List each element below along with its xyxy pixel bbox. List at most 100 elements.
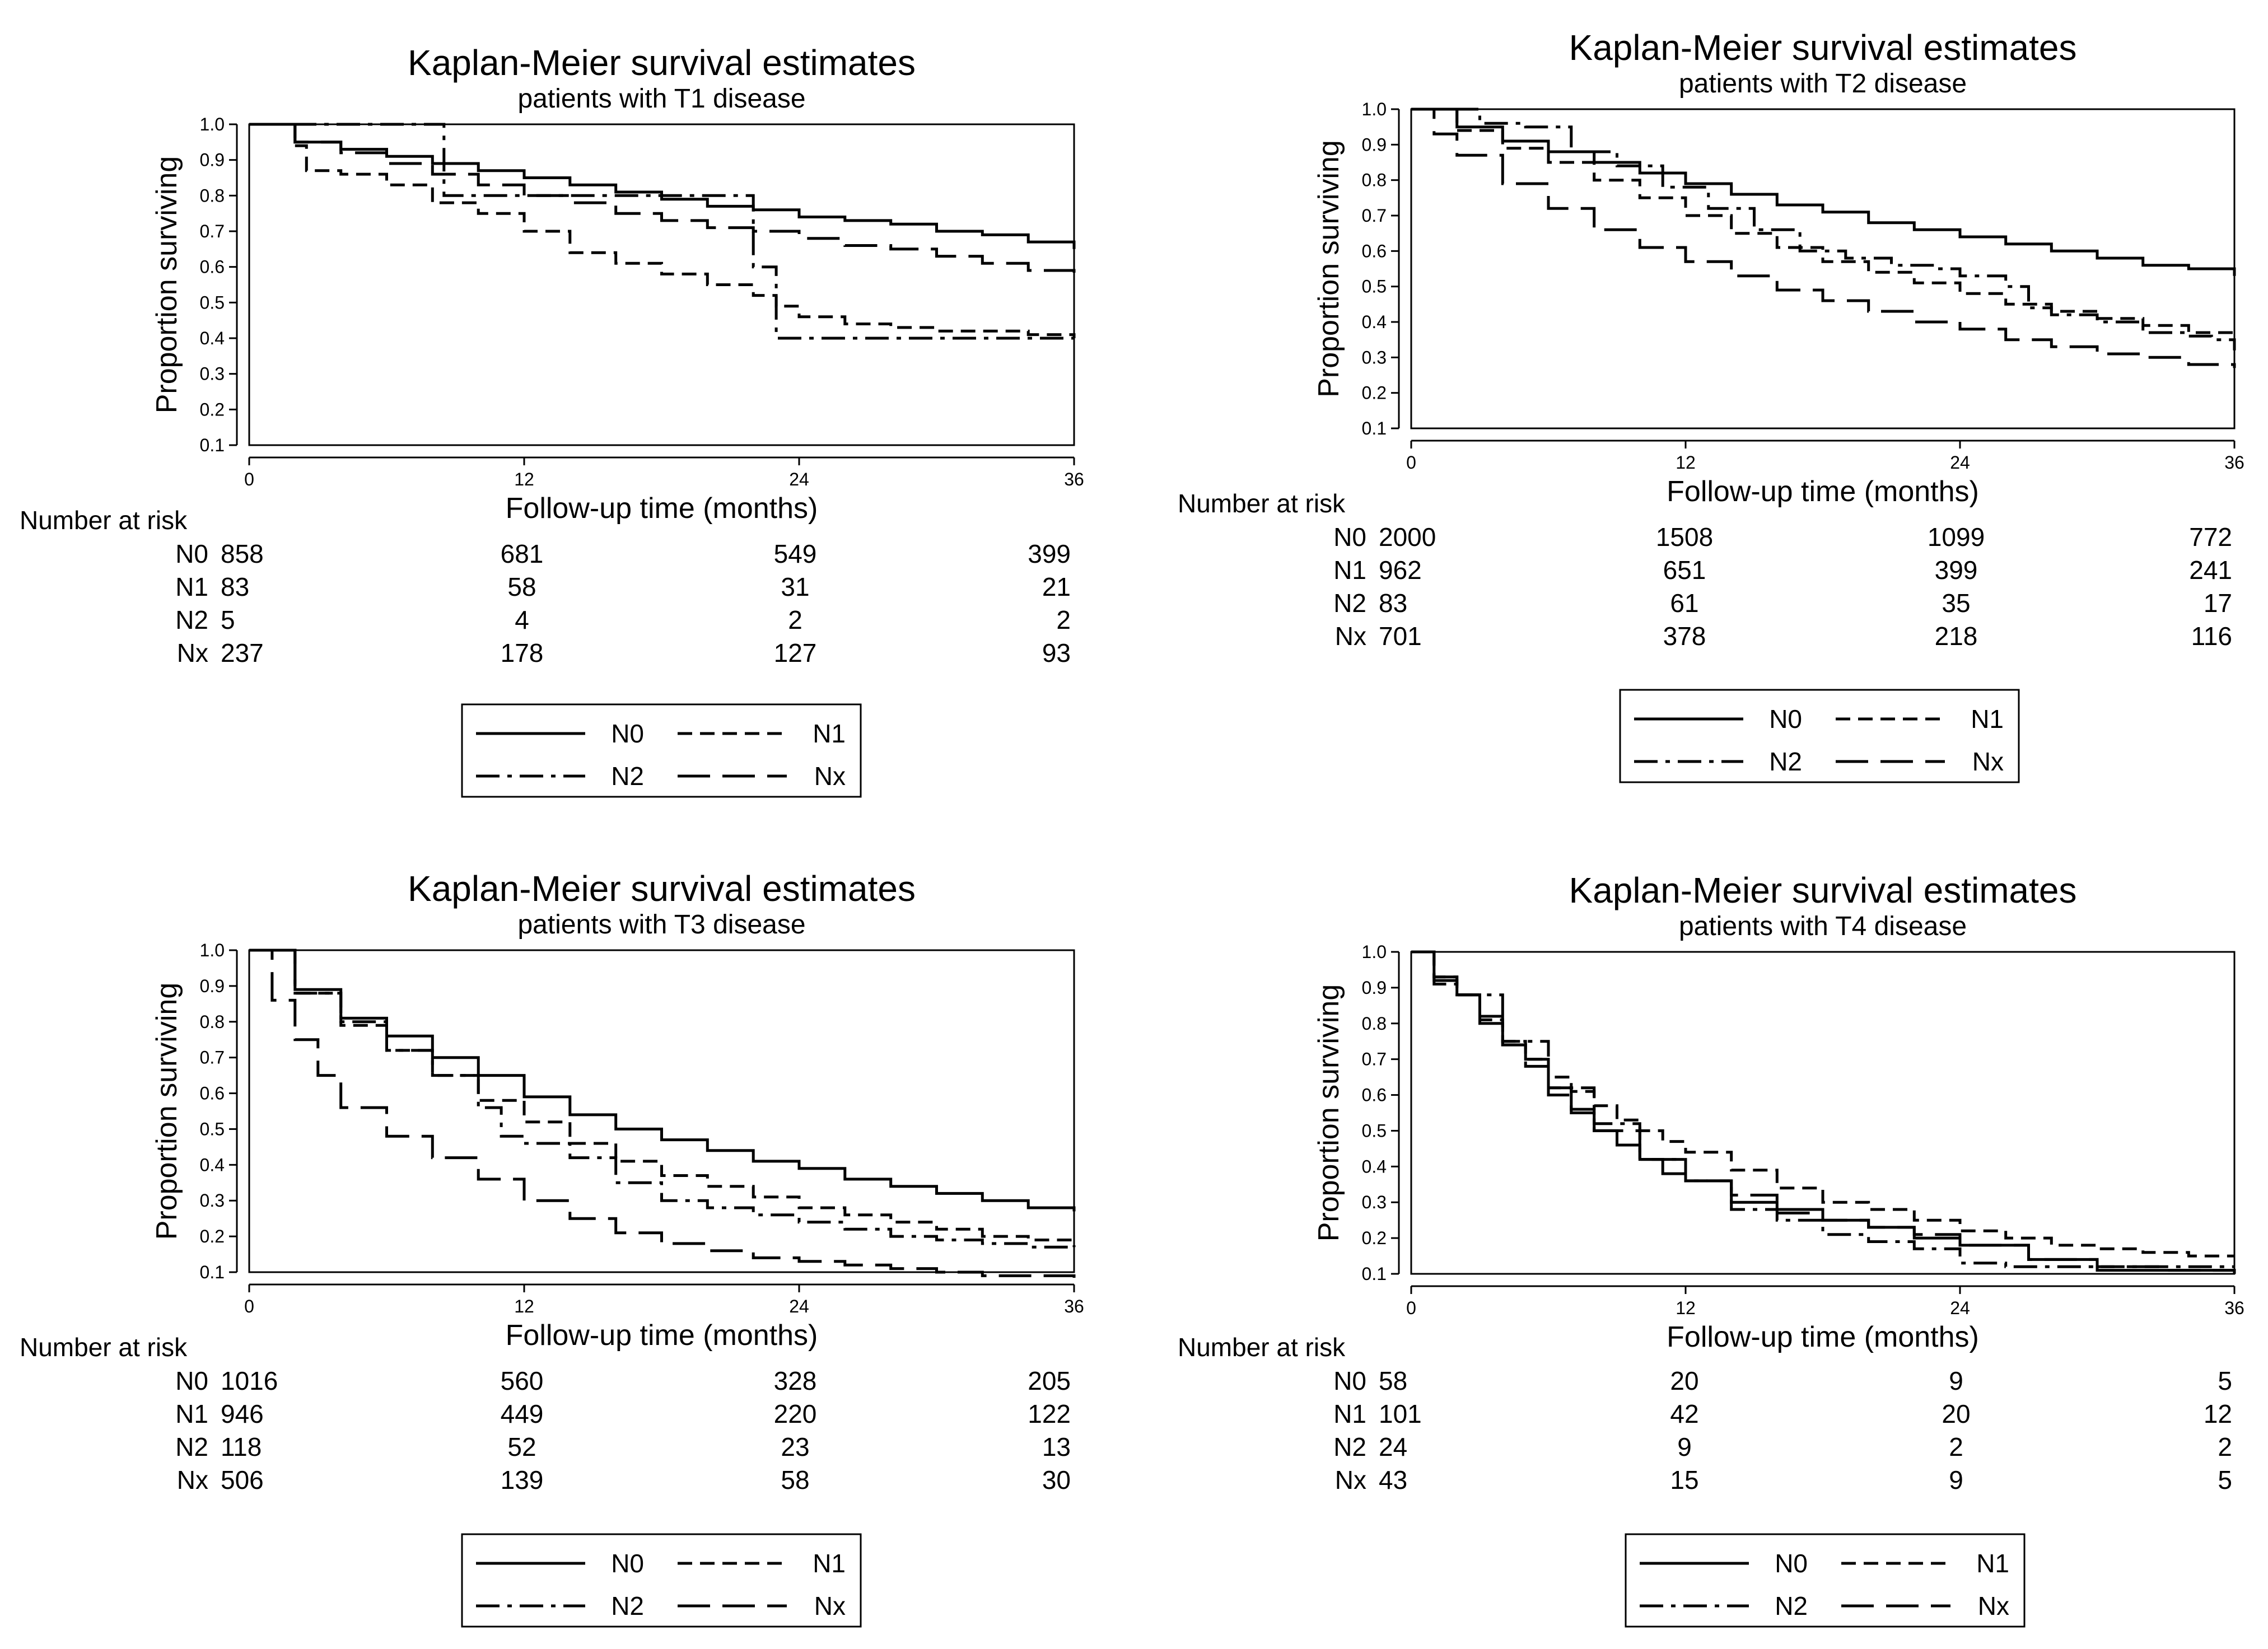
risk-value: 1508 <box>1656 522 1713 552</box>
risk-value: 23 <box>781 1432 809 1461</box>
legend-label-n1: N1 <box>813 719 846 748</box>
risk-value: 12 <box>2204 1399 2232 1428</box>
risk-value: 1099 <box>1928 522 1985 552</box>
x-tick-label: 0 <box>1406 1298 1416 1318</box>
y-tick-label: 0.3 <box>200 1190 225 1211</box>
y-tick-label: 0.6 <box>1362 241 1387 261</box>
risk-table: Number at risk N0 858 681 549 399 N1 83 58 31 21 N2… <box>20 506 1071 667</box>
km-curve-n1 <box>1411 108 2236 337</box>
plot-frame <box>248 123 1075 446</box>
y-tick-label: 0.5 <box>200 292 225 312</box>
plot-frame <box>1410 108 2236 429</box>
y-tick-label: 0.4 <box>200 328 225 348</box>
y-axis: 0.1 0.2 0.3 0.4 0.5 0.6 0.7 0.8 0.9 1.0 <box>200 940 238 1282</box>
y-tick-label: 0.8 <box>1362 1013 1387 1034</box>
y-axis-label: Proportion surviving <box>151 983 183 1240</box>
risk-table-heading: Number at risk <box>20 506 188 535</box>
km-curve-nx <box>1411 950 2234 1272</box>
risk-table-heading: Number at risk <box>1178 489 1346 518</box>
y-tick-label: 1.0 <box>200 114 225 134</box>
survival-curves <box>249 949 1076 1279</box>
risk-row-group-nx: Nx <box>177 1465 208 1494</box>
legend: N0 N1 N2 Nx <box>1625 1533 2026 1628</box>
risk-value: 9 <box>1949 1465 1963 1494</box>
risk-value: 122 <box>1028 1399 1071 1428</box>
y-tick-label: 1.0 <box>1362 99 1387 119</box>
risk-row-group-n0: N0 <box>1333 1366 1366 1395</box>
chart-title: Kaplan-Meier survival estimates <box>408 868 916 909</box>
legend-label-n2: N2 <box>611 762 644 791</box>
legend: N0 N1 N2 Nx <box>461 1533 862 1628</box>
y-tick-label: 1.0 <box>1362 942 1387 962</box>
km-panel-2: Kaplan-Meier survival estimatespatients … <box>1178 27 2244 783</box>
chart-subtitle: patients with T3 disease <box>517 910 805 940</box>
risk-value: 2000 <box>1379 522 1436 552</box>
km-curve-n1 <box>249 949 1076 1248</box>
risk-table: Number at risk N0 58 20 9 5 N1 101 42 20 12 N2 24 9 2 2… <box>1178 1333 2232 1494</box>
risk-value: 9 <box>1677 1432 1692 1461</box>
y-tick-label: 0.2 <box>200 1226 225 1246</box>
legend-label-n0: N0 <box>1769 704 1802 734</box>
y-axis: 0.1 0.2 0.3 0.4 0.5 0.6 0.7 0.8 0.9 1.0 <box>1362 99 1400 438</box>
risk-row-group-n0: N0 <box>175 539 208 568</box>
risk-value: 5 <box>2218 1366 2232 1395</box>
chart-subtitle: patients with T2 disease <box>1679 69 1967 99</box>
risk-value: 205 <box>1028 1366 1071 1395</box>
chart-title: Kaplan-Meier survival estimates <box>1569 870 2077 910</box>
km-curve-n2 <box>249 123 1074 340</box>
x-tick-label: 36 <box>1064 469 1084 489</box>
legend-label-n1: N1 <box>1971 704 2004 734</box>
y-tick-label: 0.7 <box>1362 1049 1387 1069</box>
risk-value: 237 <box>221 638 264 667</box>
risk-row-group-nx: Nx <box>1335 1465 1366 1494</box>
x-tick-label: 36 <box>2224 1298 2244 1318</box>
legend-label-n1: N1 <box>1976 1549 2009 1578</box>
risk-value: 399 <box>1028 539 1071 568</box>
risk-value: 30 <box>1042 1465 1071 1494</box>
risk-value: 772 <box>2189 522 2232 552</box>
risk-value: 4 <box>515 605 529 634</box>
risk-value: 1016 <box>221 1366 278 1395</box>
survival-curves <box>249 123 1076 340</box>
risk-value: 9 <box>1949 1366 1963 1395</box>
risk-value: 58 <box>1379 1366 1407 1395</box>
risk-row-group-n2: N2 <box>175 1432 208 1461</box>
y-axis-label: Proportion surviving <box>1313 140 1345 398</box>
risk-table-heading: Number at risk <box>1178 1333 1346 1362</box>
x-tick-label: 12 <box>1676 1298 1696 1318</box>
risk-value: 701 <box>1379 622 1422 651</box>
plot-frame <box>1410 951 2236 1275</box>
risk-value: 328 <box>774 1366 817 1395</box>
risk-value: 2 <box>1056 605 1071 634</box>
x-tick-label: 0 <box>1406 452 1416 473</box>
km-panel-4: Kaplan-Meier survival estimatespatients … <box>1178 870 2244 1628</box>
risk-row-group-nx: Nx <box>177 638 208 667</box>
risk-value: 449 <box>501 1399 544 1428</box>
risk-value: 241 <box>2189 555 2232 585</box>
risk-row-group-n1: N1 <box>1333 555 1366 585</box>
km-panel-3: Kaplan-Meier survival estimatespatients … <box>20 868 1084 1628</box>
risk-value: 858 <box>221 539 264 568</box>
risk-row-group-n1: N1 <box>175 572 208 601</box>
risk-value: 83 <box>1379 588 1407 618</box>
risk-value: 13 <box>1042 1432 1071 1461</box>
legend-box <box>1625 1533 2026 1628</box>
risk-value: 61 <box>1670 588 1698 618</box>
risk-table-heading: Number at risk <box>20 1333 188 1362</box>
risk-value: 220 <box>774 1399 817 1428</box>
legend-label-n2: N2 <box>611 1591 644 1620</box>
km-curve-nx <box>249 949 1076 1279</box>
y-tick-label: 0.3 <box>200 364 225 384</box>
risk-value: 946 <box>221 1399 264 1428</box>
y-tick-label: 0.4 <box>200 1155 225 1175</box>
x-tick-label: 36 <box>2224 452 2244 473</box>
x-tick-label: 36 <box>1064 1296 1084 1316</box>
y-tick-label: 0.7 <box>200 221 225 241</box>
y-tick-label: 0.1 <box>200 1262 225 1282</box>
risk-value: 24 <box>1379 1432 1407 1461</box>
km-curve-nx <box>249 123 1076 274</box>
y-tick-label: 0.7 <box>1362 205 1387 226</box>
chart-title: Kaplan-Meier survival estimates <box>408 43 916 83</box>
x-tick-label: 24 <box>1950 452 1970 473</box>
